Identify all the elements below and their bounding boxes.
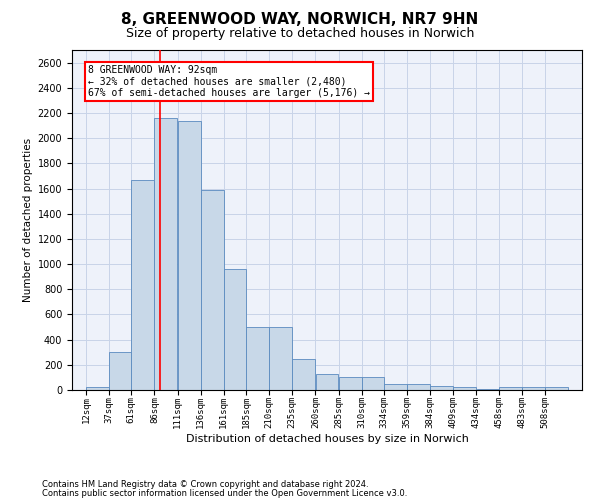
- Bar: [178, 120, 200, 390]
- Bar: [454, 388, 476, 390]
- Bar: [384, 384, 407, 390]
- Y-axis label: Number of detached properties: Number of detached properties: [23, 138, 34, 302]
- Bar: [316, 374, 338, 390]
- Text: Contains HM Land Registry data © Crown copyright and database right 2024.: Contains HM Land Registry data © Crown c…: [42, 480, 368, 489]
- Text: 8, GREENWOOD WAY, NORWICH, NR7 9HN: 8, GREENWOOD WAY, NORWICH, NR7 9HN: [121, 12, 479, 28]
- Bar: [522, 388, 545, 390]
- Bar: [362, 378, 384, 390]
- Bar: [545, 388, 568, 390]
- Bar: [476, 388, 499, 390]
- Bar: [407, 384, 430, 390]
- Bar: [246, 327, 269, 390]
- Bar: [154, 118, 178, 390]
- Bar: [109, 352, 131, 390]
- Bar: [201, 190, 224, 390]
- Bar: [499, 388, 522, 390]
- Text: Contains public sector information licensed under the Open Government Licence v3: Contains public sector information licen…: [42, 488, 407, 498]
- Text: 8 GREENWOOD WAY: 92sqm
← 32% of detached houses are smaller (2,480)
67% of semi-: 8 GREENWOOD WAY: 92sqm ← 32% of detached…: [88, 65, 370, 98]
- Bar: [131, 180, 154, 390]
- X-axis label: Distribution of detached houses by size in Norwich: Distribution of detached houses by size …: [185, 434, 469, 444]
- Text: Size of property relative to detached houses in Norwich: Size of property relative to detached ho…: [126, 28, 474, 40]
- Bar: [224, 269, 246, 390]
- Bar: [430, 386, 453, 390]
- Bar: [86, 387, 109, 390]
- Bar: [338, 378, 362, 390]
- Bar: [292, 359, 316, 390]
- Bar: [269, 327, 292, 390]
